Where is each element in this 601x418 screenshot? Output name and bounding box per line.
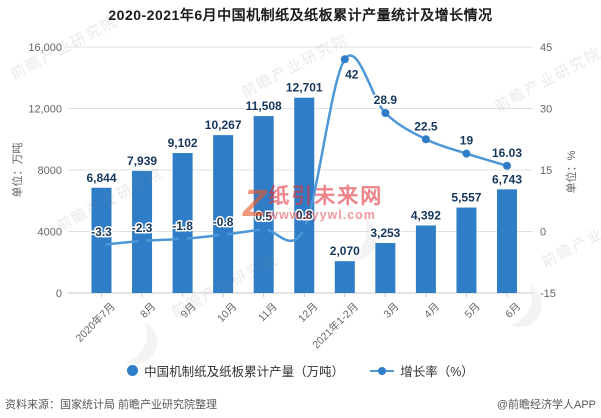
qianzhan-swirl-icon xyxy=(345,218,377,260)
line-value-label: -3.3 xyxy=(91,225,112,239)
line-point[interactable] xyxy=(340,55,349,64)
left-axis-tick-label: 4000 xyxy=(38,227,62,239)
bar[interactable] xyxy=(497,189,517,293)
gray-watermark-text: 前瞻产业研究院 xyxy=(7,12,121,84)
line-point[interactable] xyxy=(178,234,187,243)
line-value-label: 42 xyxy=(345,67,359,81)
line-point[interactable] xyxy=(300,224,309,233)
line-point[interactable] xyxy=(421,135,430,144)
line-value-label: 22.5 xyxy=(414,119,438,133)
line-point[interactable] xyxy=(259,225,268,234)
line-value-label: 19 xyxy=(460,134,474,148)
gray-watermark-text: 前瞻产业研究院 xyxy=(538,200,601,272)
x-axis-category-label: 3月 xyxy=(381,301,401,321)
x-axis-category-label: 8月 xyxy=(138,301,158,321)
qianzhan-swirl-icon xyxy=(510,285,542,327)
line-value-label: -0.8 xyxy=(213,215,234,229)
right-axis-tick-label: 45 xyxy=(540,42,552,54)
bar-value-label: 5,557 xyxy=(451,191,481,205)
line-value-label: -1.8 xyxy=(172,219,193,233)
bar-value-label: 6,844 xyxy=(86,171,116,185)
bar-series xyxy=(91,97,517,293)
bar[interactable] xyxy=(294,97,315,293)
source-note: 资料来源：国家统计局 前瞻产业研究院整理 xyxy=(5,399,218,411)
line-point[interactable] xyxy=(219,230,228,239)
bar-value-label: 4,392 xyxy=(411,208,441,222)
bar-value-label: 12,701 xyxy=(286,81,323,95)
right-axis-tick-label: 0 xyxy=(540,227,546,239)
bar[interactable] xyxy=(213,135,234,293)
bar[interactable] xyxy=(132,170,153,293)
line-value-label: 0.5 xyxy=(255,209,272,223)
bar-value-label: 11,508 xyxy=(246,99,282,113)
bar[interactable] xyxy=(415,225,436,293)
bar-value-label: 3,253 xyxy=(370,226,400,240)
qianzhan-swirl-icon xyxy=(125,322,157,364)
right-axis-tick-label: 15 xyxy=(540,165,552,177)
x-axis-category-label: 2020年7月 xyxy=(73,300,118,345)
line-point[interactable] xyxy=(138,236,147,245)
x-axis-category-label: 12月 xyxy=(296,301,320,325)
right-axis-tick-label: 30 xyxy=(540,104,552,116)
line-point[interactable] xyxy=(503,161,511,170)
right-axis-tick-label: -15 xyxy=(540,288,556,300)
bar-value-label: 9,102 xyxy=(168,136,198,150)
legend-dot-icon xyxy=(127,365,139,376)
bar[interactable] xyxy=(334,261,355,293)
line-value-label: 0.8 xyxy=(296,208,313,222)
bar[interactable] xyxy=(91,187,112,293)
bar-value-label: 7,939 xyxy=(127,154,157,168)
bar[interactable] xyxy=(456,207,477,293)
legend-line-dot-icon xyxy=(370,365,395,376)
left-axis-tick-label: 12,000 xyxy=(28,104,62,116)
left-axis-tick-label: 16,000 xyxy=(28,42,62,54)
left-axis-tick-label: 0 xyxy=(56,288,62,300)
x-axis-category-label: 4月 xyxy=(422,301,442,321)
bar-value-label: 6,743 xyxy=(492,172,522,186)
legend-growth-label: 增长率（%） xyxy=(400,365,474,379)
bar-value-label: 2,070 xyxy=(330,244,360,258)
legend-item-production[interactable]: 中国机制纸及纸板累计产量（万吨） xyxy=(127,361,344,380)
legend: 中国机制纸及纸板累计产量（万吨） 增长率（%） xyxy=(0,361,601,380)
x-axis-category-label: 5月 xyxy=(463,301,483,321)
legend-production-label: 中国机制纸及纸板累计产量（万吨） xyxy=(144,365,345,379)
x-axis-category-label: 6月 xyxy=(503,301,523,321)
chart-title: 2020-2021年6月中国机制纸及纸板累计产量统计及增长情况 xyxy=(108,7,493,23)
line-value-label: -2.3 xyxy=(132,221,153,235)
bar[interactable] xyxy=(253,116,274,293)
line-point[interactable] xyxy=(462,149,471,158)
bar[interactable] xyxy=(375,242,396,293)
line-value-label: 16.03 xyxy=(492,146,522,160)
app-credit: @前瞻经济学人APP xyxy=(496,399,596,411)
line-point[interactable] xyxy=(97,241,106,250)
x-axis-category-label: 10月 xyxy=(215,301,239,325)
right-axis-unit-label: 单位：% xyxy=(564,150,578,193)
line-point[interactable] xyxy=(381,109,390,118)
line-value-label: 28.9 xyxy=(374,93,398,107)
bar[interactable] xyxy=(172,153,193,293)
left-axis-unit-label: 单位：万吨 xyxy=(10,143,24,198)
left-axis-tick-label: 8000 xyxy=(38,165,62,177)
bar-value-label: 10,267 xyxy=(205,118,242,132)
legend-item-growth[interactable]: 增长率（%） xyxy=(370,361,474,380)
x-axis-category-label: 11月 xyxy=(256,301,280,325)
